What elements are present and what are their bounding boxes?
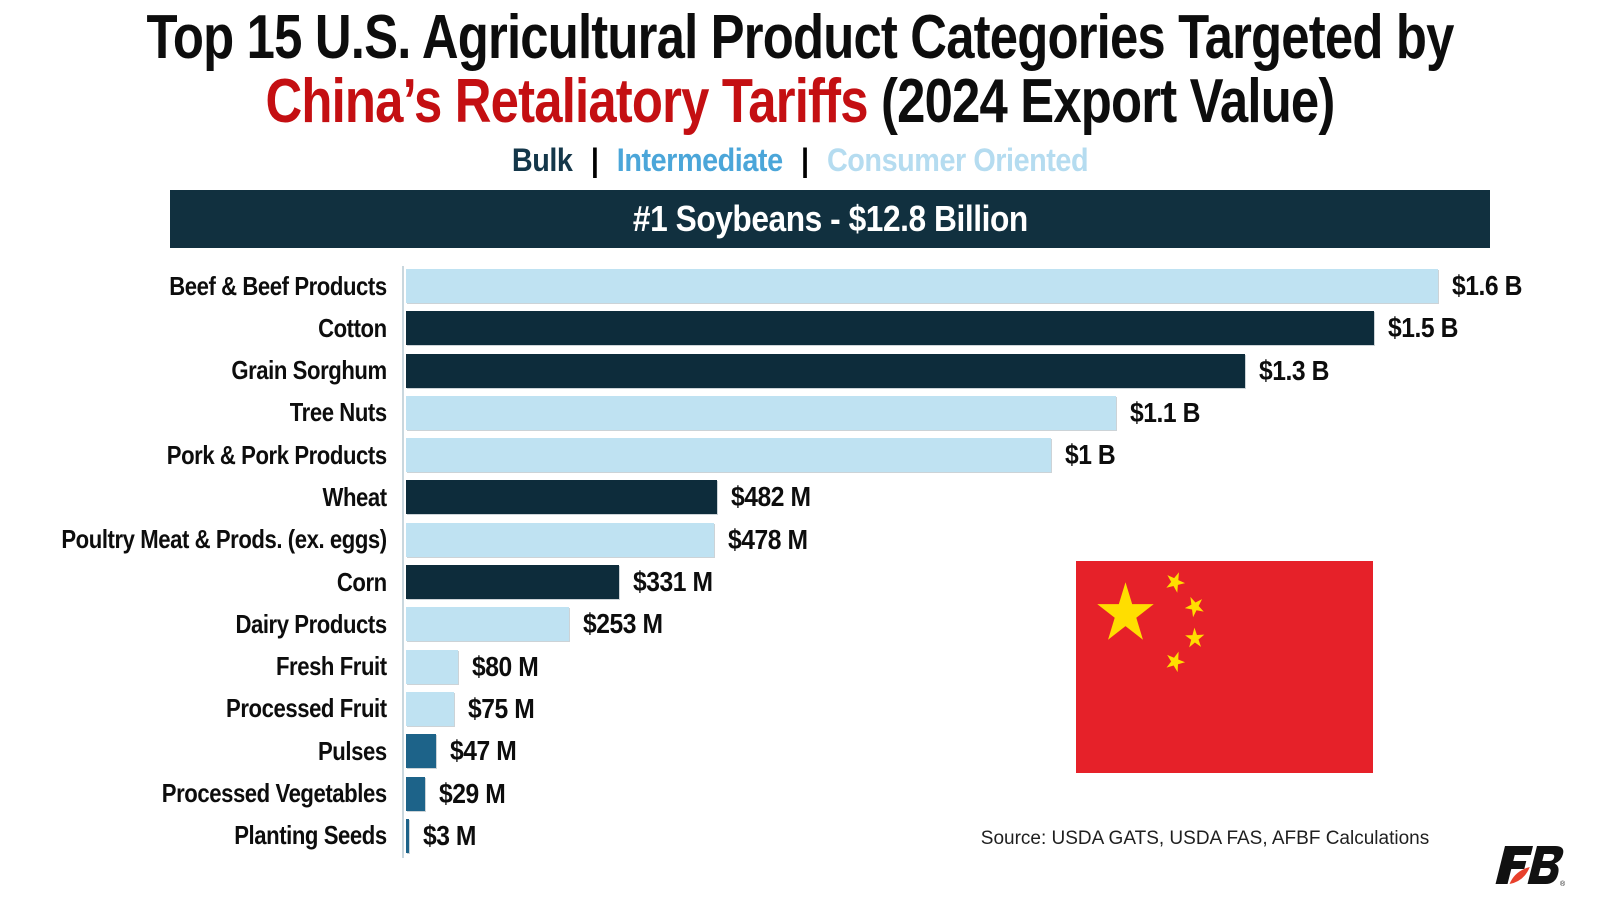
bar-area: $253 M	[402, 607, 1600, 642]
bar-area: $3 M	[402, 818, 1600, 853]
chart-row-wheat: Wheat $482 M	[0, 480, 1600, 515]
bar-area: $47 M	[402, 734, 1600, 769]
chart-row-pulses: Pulses $47 M	[0, 734, 1600, 769]
category-label-dairy-products: Dairy Products	[235, 608, 387, 639]
bar-area: $482 M	[402, 480, 1600, 515]
value-label-grain-sorghum: $1.3 B	[1259, 354, 1329, 386]
bar-tree-nuts	[406, 395, 1116, 430]
category-legend: Bulk | Intermediate | Consumer Oriented	[80, 142, 1520, 179]
chart-row-tree-nuts: Tree Nuts $1.1 B	[0, 395, 1600, 430]
category-label-processed-fruit: Processed Fruit	[226, 693, 387, 724]
value-label-dairy-products: $253 M	[583, 608, 663, 640]
bar-area: $29 M	[402, 776, 1600, 811]
value-label-planting-seeds: $3 M	[423, 819, 477, 851]
value-label-fresh-fruit: $80 M	[472, 650, 539, 682]
value-label-beef-beef-products: $1.6 B	[1452, 270, 1522, 301]
bar-grain-sorghum	[406, 353, 1245, 388]
bar-dairy-products	[406, 607, 569, 642]
bar-area: $331 M	[402, 565, 1600, 600]
legend-separator: |	[590, 142, 599, 178]
bar-cotton	[406, 311, 1374, 346]
category-label-wheat: Wheat	[322, 481, 388, 512]
category-label-planting-seeds: Planting Seeds	[234, 820, 387, 851]
chart-row-processed-vegetables: Processed Vegetables $29 M	[0, 776, 1600, 811]
bar-area: $75 M	[402, 691, 1600, 726]
value-label-processed-fruit: $75 M	[468, 692, 535, 724]
category-label-pulses: Pulses	[317, 735, 387, 766]
bar-pulses	[406, 734, 436, 769]
chart-header: Top 15 U.S. Agricultural Product Categor…	[0, 0, 1600, 179]
value-label-processed-vegetables: $29 M	[439, 777, 506, 809]
bar-area: $80 M	[402, 649, 1600, 684]
chart-row-beef-beef-products: Beef & Beef Products $1.6 B	[0, 269, 1600, 303]
legend-separator: |	[800, 142, 809, 178]
category-label-cotton: Cotton	[318, 312, 387, 343]
bar-fresh-fruit	[406, 649, 458, 684]
bar-pork-pork-products	[406, 438, 1051, 473]
chart-row-planting-seeds: Planting Seeds $3 M	[0, 818, 1600, 853]
chart-row-dairy-products: Dairy Products $253 M	[0, 607, 1600, 642]
value-label-wheat: $482 M	[731, 481, 811, 513]
soybeans-banner: #1 Soybeans - $12.8 Billion	[170, 190, 1490, 248]
bar-area: $478 M	[402, 522, 1600, 557]
title-line-1: Top 15 U.S. Agricultural Product Categor…	[144, 6, 1456, 70]
category-label-processed-vegetables: Processed Vegetables	[161, 778, 387, 809]
bar-planting-seeds	[406, 818, 409, 853]
chart-row-fresh-fruit: Fresh Fruit $80 M	[0, 649, 1600, 684]
source-attribution: Source: USDA GATS, USDA FAS, AFBF Calcul…	[980, 828, 1430, 849]
legend-consumer-oriented: Consumer Oriented	[826, 142, 1089, 178]
category-label-fresh-fruit: Fresh Fruit	[275, 651, 387, 682]
bar-chart: Beef & Beef Products $1.6 B Cotton $1.5 B Gr…	[0, 265, 1600, 861]
bar-processed-vegetables	[406, 776, 425, 811]
bar-area: $1.6 B	[402, 269, 1600, 303]
soybeans-banner-text: #1 Soybeans - $12.8 Billion	[632, 198, 1028, 239]
value-label-pork-pork-products: $1 B	[1065, 439, 1116, 471]
bar-wheat	[406, 480, 717, 515]
chart-row-processed-fruit: Processed Fruit $75 M	[0, 691, 1600, 726]
china-flag-icon	[1076, 561, 1373, 773]
value-label-corn: $331 M	[633, 566, 713, 598]
value-label-poultry-meat-prods-ex-eggs: $478 M	[728, 523, 808, 555]
chart-row-cotton: Cotton $1.5 B	[0, 311, 1600, 346]
bar-poultry-meat-prods-ex-eggs	[406, 522, 714, 557]
title-line-2: China’s Retaliatory Tariffs (2024 Export…	[144, 70, 1456, 134]
farm-bureau-fb-logo-icon: ®	[1495, 846, 1566, 888]
category-label-pork-pork-products: Pork & Pork Products	[166, 439, 387, 470]
chart-row-poultry-meat-prods-ex-eggs: Poultry Meat & Prods. (ex. eggs) $478 M	[0, 522, 1600, 557]
bar-area: $1.3 B	[402, 353, 1600, 388]
value-label-pulses: $47 M	[450, 735, 517, 767]
category-label-grain-sorghum: Grain Sorghum	[231, 355, 387, 386]
svg-text:®: ®	[1560, 880, 1566, 888]
category-label-beef-beef-products: Beef & Beef Products	[169, 270, 387, 301]
legend-intermediate: Intermediate	[616, 142, 783, 178]
bar-area: $1 B	[402, 438, 1600, 473]
chart-row-grain-sorghum: Grain Sorghum $1.3 B	[0, 353, 1600, 388]
bar-area: $1.5 B	[402, 311, 1600, 346]
category-label-poultry-meat-prods-ex-eggs: Poultry Meat & Prods. (ex. eggs)	[61, 524, 387, 555]
title-text-black: Top 15 U.S. Agricultural Product Categor…	[146, 3, 1454, 72]
title-text-paren: (2024 Export Value)	[867, 67, 1335, 136]
bar-beef-beef-products	[406, 269, 1438, 303]
bar-corn	[406, 565, 619, 600]
bar-processed-fruit	[406, 691, 454, 726]
value-label-tree-nuts: $1.1 B	[1130, 396, 1200, 428]
chart-row-pork-pork-products: Pork & Pork Products $1 B	[0, 438, 1600, 473]
bar-area: $1.1 B	[402, 395, 1600, 430]
category-label-corn: Corn	[336, 566, 387, 597]
title-text-red: China’s Retaliatory Tariffs	[265, 67, 868, 136]
value-label-cotton: $1.5 B	[1388, 312, 1458, 344]
legend-bulk: Bulk	[511, 142, 573, 178]
category-label-tree-nuts: Tree Nuts	[289, 397, 387, 428]
chart-row-corn: Corn $331 M	[0, 565, 1600, 600]
